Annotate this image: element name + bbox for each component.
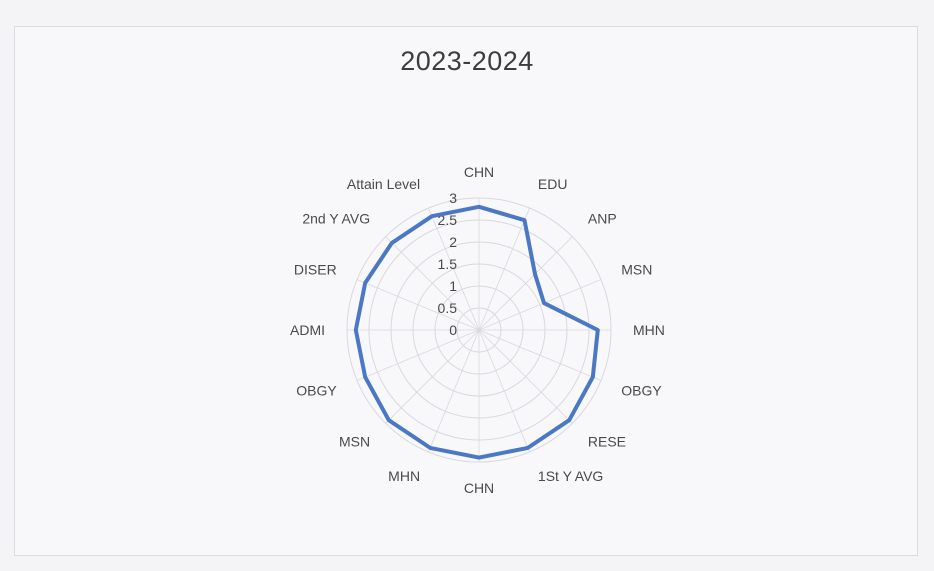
grid-spoke bbox=[478, 329, 602, 381]
tick-label: 1.5 bbox=[438, 256, 458, 272]
category-label: 1St Y AVG bbox=[538, 468, 603, 484]
grid-spoke bbox=[478, 329, 530, 453]
category-label: MSN bbox=[339, 434, 370, 450]
category-label: DISER bbox=[294, 262, 337, 278]
category-label: Attain Level bbox=[347, 176, 420, 192]
grid-spoke bbox=[356, 279, 480, 331]
grid-spoke bbox=[478, 329, 573, 424]
category-label: EDU bbox=[538, 176, 568, 192]
chart-title: 2023-2024 bbox=[400, 46, 534, 76]
category-label: OBGY bbox=[621, 382, 662, 398]
grid-spoke bbox=[478, 279, 602, 331]
tick-label: 3 bbox=[449, 190, 457, 206]
grid-spoke bbox=[385, 236, 480, 331]
series-line bbox=[353, 204, 600, 460]
grid-spoke bbox=[385, 329, 480, 424]
tick-label: 0 bbox=[449, 322, 457, 338]
category-label: MHN bbox=[388, 468, 420, 484]
grid-spoke bbox=[428, 207, 480, 331]
grid-spoke bbox=[428, 329, 480, 453]
grid-spoke bbox=[478, 207, 530, 331]
category-label: RESE bbox=[588, 434, 626, 450]
grid-spoke bbox=[478, 236, 573, 331]
category-label: OBGY bbox=[296, 382, 337, 398]
tick-label: 2 bbox=[449, 234, 457, 250]
category-label: ADMI bbox=[290, 322, 325, 338]
tick-label: 1 bbox=[449, 278, 457, 294]
chart-frame bbox=[14, 26, 918, 556]
category-label: CHN bbox=[464, 164, 494, 180]
category-label: MHN bbox=[633, 322, 665, 338]
radar-category-labels: CHN EDU ANP MSN MHN OBGY RESE 1St Y AVG CHN MHN MS… bbox=[290, 164, 665, 496]
category-label: ANP bbox=[588, 210, 617, 226]
radar-series bbox=[353, 204, 600, 460]
category-label: MSN bbox=[621, 262, 652, 278]
radar-grid bbox=[346, 197, 612, 463]
tick-label: 0.5 bbox=[438, 300, 458, 316]
category-label: 2nd Y AVG bbox=[302, 210, 370, 226]
grid-spoke bbox=[356, 329, 480, 381]
category-label: CHN bbox=[464, 480, 494, 496]
